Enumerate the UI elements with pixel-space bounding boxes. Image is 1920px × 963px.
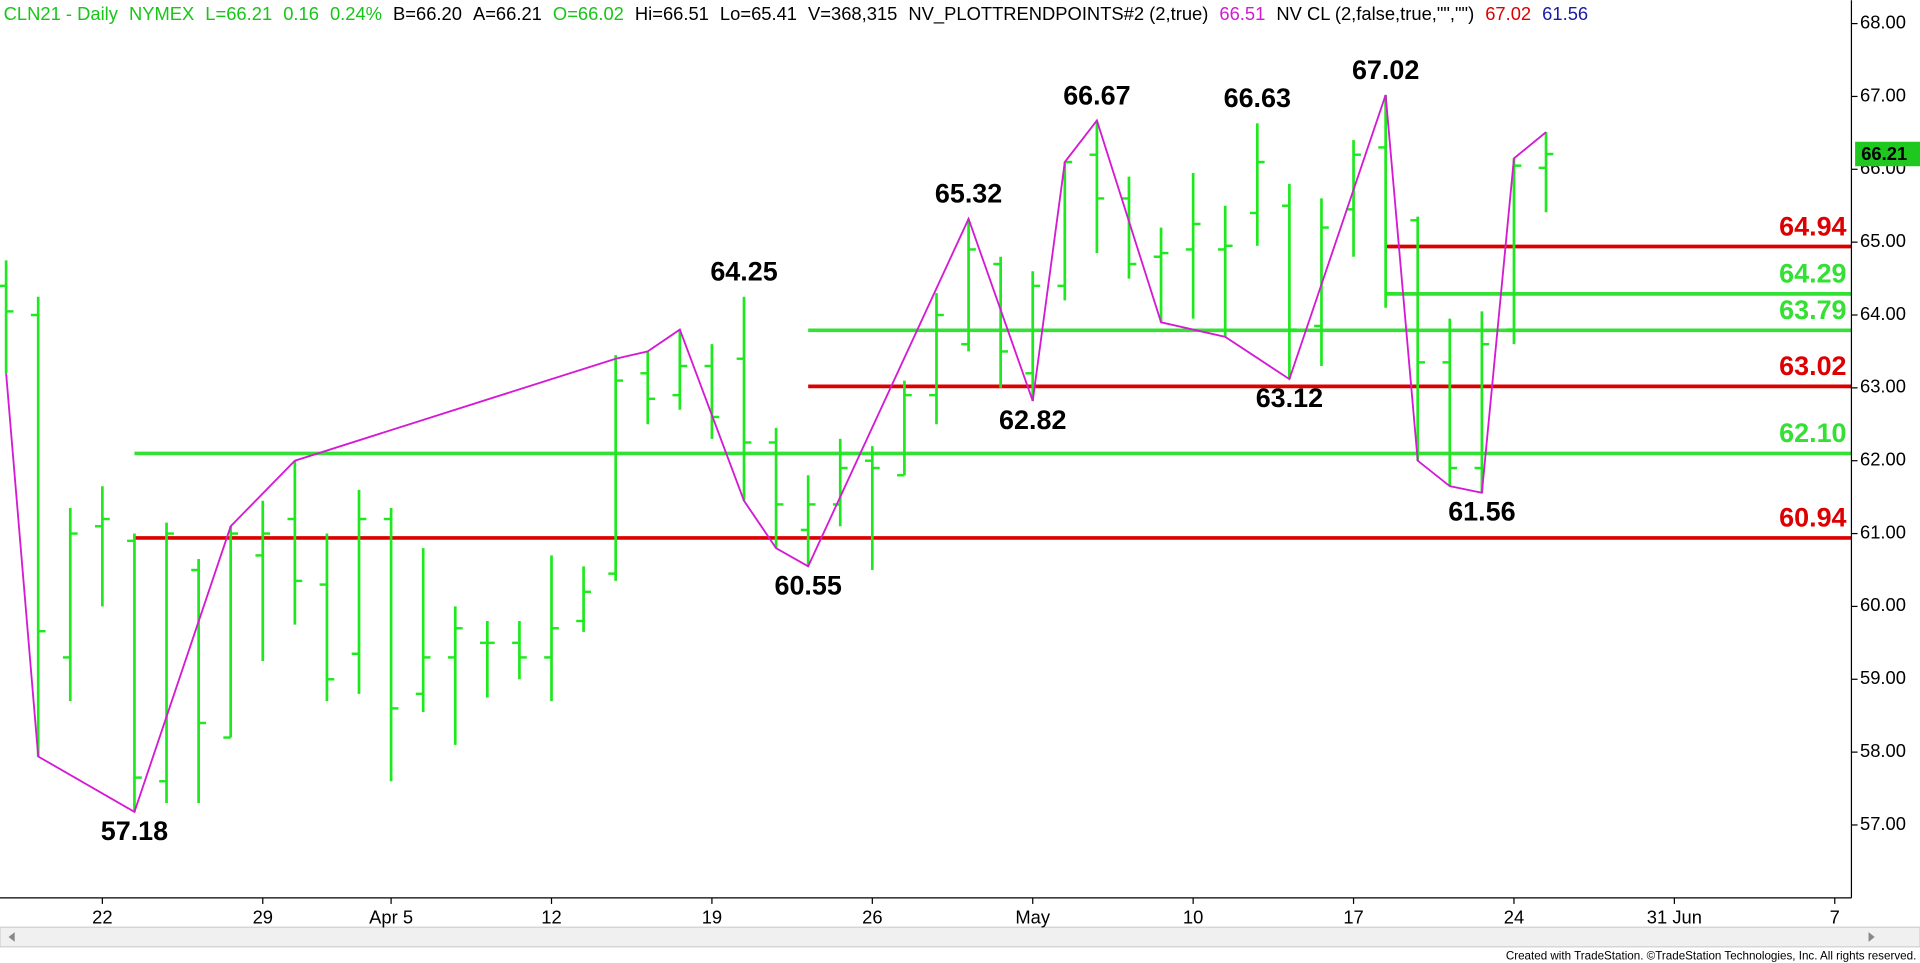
swing-label: 60.55 [774, 570, 841, 600]
level-label: 64.94 [1779, 211, 1846, 241]
footer: Created with TradeStation. ©TradeStation… [1506, 950, 1917, 963]
x-tick-label: Apr 5 [369, 906, 413, 927]
header: CLN21 - Daily NYMEX L=66.21 0.16 0.24% B=66.2… [4, 3, 1588, 25]
header-item: Hi=66.51 [635, 3, 709, 24]
scroll-left[interactable] [8, 932, 15, 942]
level-label: 60.94 [1779, 503, 1846, 533]
x-tick-label: 29 [253, 906, 273, 927]
x-tick-label: 12 [541, 906, 561, 927]
last-price-box [1855, 141, 1920, 167]
header-item: L=66.21 [205, 3, 272, 24]
swing-label: 57.18 [101, 816, 168, 846]
y-tick-label: 63.00 [1860, 376, 1906, 397]
swing-label: 65.32 [935, 179, 1002, 209]
y-tick-label: 60.00 [1860, 594, 1906, 615]
header-item: NV CL (2,false,true,"","") [1276, 3, 1474, 24]
header-item: NV_PLOTTRENDPOINTS#2 (2,true) [908, 3, 1208, 25]
swing-label: 66.67 [1063, 80, 1130, 110]
x-tick-label: 10 [1183, 906, 1203, 927]
x-tick-label: 17 [1343, 906, 1363, 927]
level-label: 63.79 [1779, 295, 1846, 325]
x-tick-label: May [1015, 906, 1051, 927]
x-tick-label: 7 [1830, 906, 1840, 927]
y-tick-label: 58.00 [1860, 740, 1906, 761]
y-tick-label: 65.00 [1860, 230, 1906, 251]
swing-label: 63.12 [1256, 383, 1323, 413]
header-item: 61.56 [1542, 3, 1588, 24]
swing-label: 66.63 [1224, 83, 1291, 113]
y-tick-label: 62.00 [1860, 449, 1906, 470]
last-price-label: 66.21 [1861, 143, 1907, 164]
y-tick-label: 64.00 [1860, 303, 1906, 324]
x-tick-label: 26 [862, 906, 882, 927]
level-label: 64.29 [1779, 259, 1846, 289]
header-item: B=66.20 [393, 3, 462, 24]
plot-area [0, 94, 1852, 814]
header-item: 67.02 [1485, 3, 1531, 24]
x-tick-label: 19 [702, 906, 722, 927]
x-tick-label: 24 [1504, 906, 1524, 927]
x-tick-label: 31 Jun [1647, 906, 1702, 927]
x-tick-label: 22 [92, 906, 112, 927]
swing-label: 62.82 [999, 405, 1066, 435]
swing-label: 67.02 [1352, 55, 1419, 85]
header-item: 66.51 [1219, 3, 1265, 24]
y-tick-label: 68.00 [1860, 11, 1906, 32]
level-label: 62.10 [1779, 418, 1846, 448]
header-item: V=368,315 [808, 3, 897, 24]
header-item: CLN21 - Daily [4, 3, 119, 24]
header-item: 0.24% [330, 3, 382, 24]
scrollbar[interactable] [0, 926, 1920, 948]
header-item: 0.16 [283, 3, 319, 24]
scroll-right[interactable] [1868, 932, 1875, 942]
level-label: 63.02 [1779, 351, 1846, 381]
y-tick-label: 59.00 [1860, 667, 1906, 688]
header-item: Lo=65.41 [720, 3, 797, 24]
y-tick-label: 57.00 [1860, 813, 1906, 834]
swing-label: 64.25 [710, 257, 777, 287]
y-tick-label: 61.00 [1860, 521, 1906, 542]
swing-label: 61.56 [1448, 497, 1515, 527]
header-item: NYMEX [129, 3, 194, 24]
y-tick-label: 67.00 [1860, 84, 1906, 105]
trend-line [5, 94, 1547, 814]
header-item: A=66.21 [473, 3, 542, 24]
header-item: O=66.02 [553, 3, 624, 24]
